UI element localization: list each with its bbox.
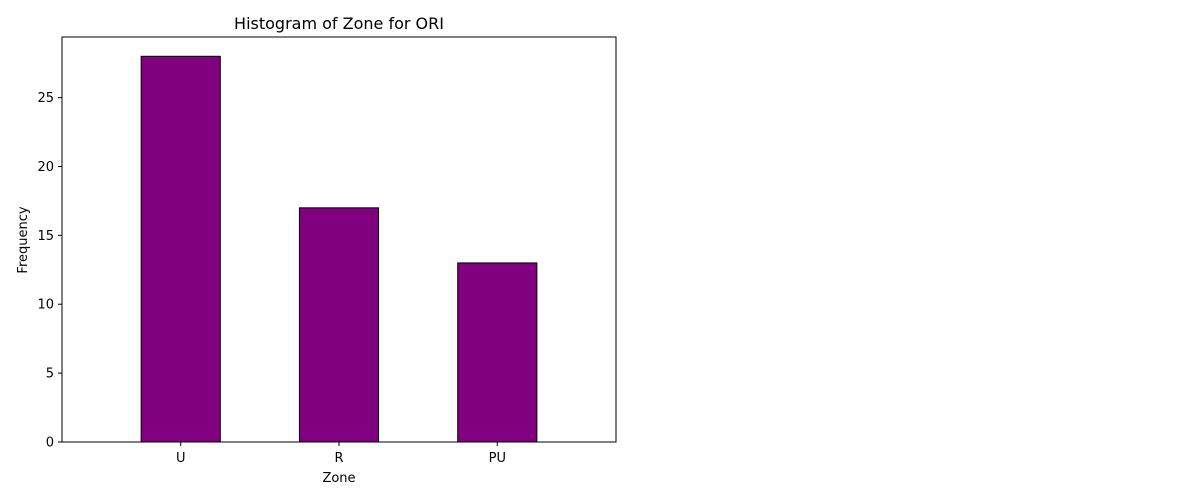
bar-r <box>298 207 380 443</box>
x-tick-label-pu: PU <box>489 451 506 466</box>
bars-group <box>140 55 538 443</box>
x-axis-label: Zone <box>322 471 355 486</box>
y-tick-label: 0 <box>46 436 54 451</box>
x-tick-label-r: R <box>334 451 343 466</box>
y-axis-ticks: 0 5 10 15 20 25 <box>37 91 62 451</box>
y-tick-label: 5 <box>46 367 54 382</box>
chart-title: Histogram of Zone for ORI <box>234 14 444 33</box>
y-tick-label: 10 <box>37 298 54 313</box>
x-axis-ticks: U R PU <box>176 442 506 466</box>
x-tick-label-u: U <box>176 451 186 466</box>
y-tick-label: 25 <box>37 91 54 106</box>
y-tick-label: 15 <box>37 229 54 244</box>
y-tick-label: 20 <box>37 160 54 175</box>
bar-u <box>140 55 221 443</box>
bar-pu <box>457 262 538 443</box>
y-axis-label: Frequency <box>16 206 31 273</box>
